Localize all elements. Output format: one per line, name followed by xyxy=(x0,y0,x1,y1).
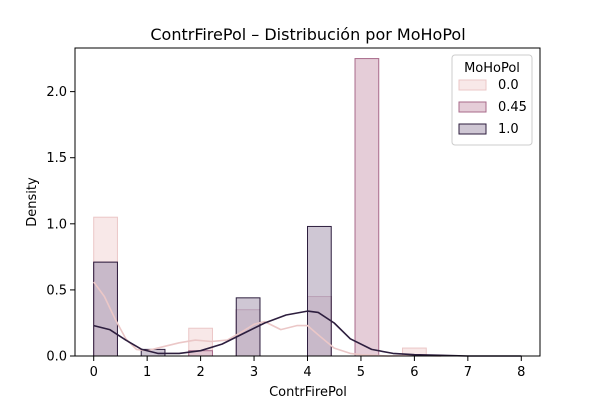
y-tick-label-0: 0.0 xyxy=(46,350,67,365)
legend: MoHoPol 0.0 0.45 1.0 xyxy=(451,54,533,146)
x-axis-label: ContrFirePol xyxy=(269,385,347,400)
legend-swatch-2 xyxy=(458,123,487,135)
x-tick-label-6: 6 xyxy=(410,365,418,380)
y-axis-ticks: 0.0 0.5 1.0 1.5 2.0 xyxy=(46,85,75,365)
legend-box xyxy=(451,54,533,146)
x-tick-label-4: 4 xyxy=(303,365,311,380)
legend-swatch-1 xyxy=(458,101,487,113)
y-tick-label-4: 2.0 xyxy=(46,85,67,100)
x-tick-label-2: 2 xyxy=(196,365,204,380)
y-tick-label-1: 0.5 xyxy=(46,283,67,298)
x-tick-label-8: 8 xyxy=(517,365,525,380)
x-tick-label-5: 5 xyxy=(357,365,365,380)
legend-label-0: 0.0 xyxy=(498,78,519,93)
legend-swatch-0 xyxy=(458,79,487,91)
bar-series-1-bin-11 xyxy=(354,58,380,357)
x-tick-label-3: 3 xyxy=(250,365,258,380)
kde-layer xyxy=(93,281,522,357)
x-tick-label-0: 0 xyxy=(90,365,98,380)
y-tick-label-3: 1.5 xyxy=(46,151,67,166)
kde-line-series-0 xyxy=(93,281,442,357)
bars-layer xyxy=(93,58,427,357)
y-axis-label: Density xyxy=(25,177,40,227)
x-axis-ticks: 0 1 2 3 4 5 6 7 8 xyxy=(90,356,525,380)
legend-label-2: 1.0 xyxy=(498,122,519,137)
legend-items: 0.0 0.45 1.0 xyxy=(458,78,527,137)
x-tick-label-1: 1 xyxy=(143,365,151,380)
legend-title: MoHoPol xyxy=(464,61,520,76)
chart-title: ContrFirePol – Distribución por MoHoPol xyxy=(150,25,465,44)
legend-label-1: 0.45 xyxy=(498,100,527,115)
bar-series-2-bin-0 xyxy=(93,261,118,357)
y-tick-label-2: 1.0 xyxy=(46,217,67,232)
plot-frame xyxy=(74,47,541,357)
x-tick-label-7: 7 xyxy=(464,365,472,380)
kde-line-series-2 xyxy=(93,310,522,357)
